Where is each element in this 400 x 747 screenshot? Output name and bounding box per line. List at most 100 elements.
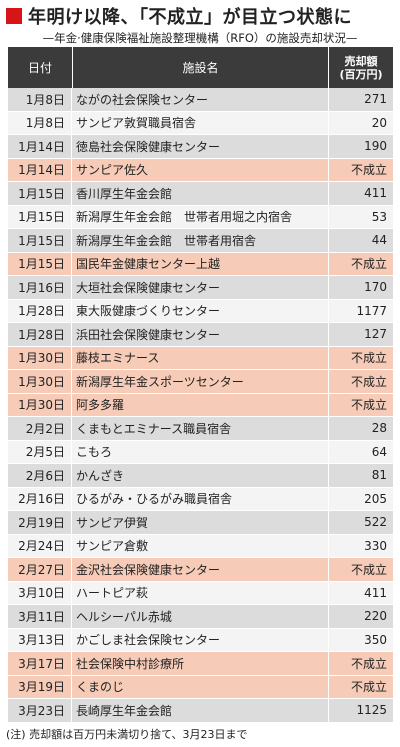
table-cell: 522 xyxy=(364,515,387,530)
table-cell: 2月24日 xyxy=(8,534,72,557)
subtitle: —年金·健康保険福祉施設整理機構（RFO）の施設売却状況— xyxy=(42,31,358,45)
table-cell: 1月8日 xyxy=(8,88,72,111)
table-row: 3月17日 社会保険中村診療所 不成立 xyxy=(8,652,393,676)
table-cell: 1月15日 xyxy=(8,229,72,252)
table-cell: ひるがみ・ひるがみ職員宿舎 xyxy=(72,487,329,510)
table-cell: 国民年金健康センター上越 xyxy=(72,252,329,275)
table-row: 2月27日 金沢社会保険健康センター 不成立 xyxy=(8,558,393,582)
table-cell: 1月15日 xyxy=(8,252,72,275)
table-row: 2月2日 くまもとエミナース職員宿舎 28 xyxy=(8,417,393,441)
table-row: 3月11日 ヘルシーパル赤城 220 xyxy=(8,605,393,629)
table-cell: 新潟厚生年金スポーツセンター xyxy=(72,370,329,393)
table-row: 1月15日 香川厚生年金会館 411 xyxy=(8,182,393,206)
table-cell: 3月13日 xyxy=(8,628,72,651)
table-cell: 2月6日 xyxy=(8,464,72,487)
header-cell: 売却額 (百万円) xyxy=(329,47,393,88)
table-cell: くまのじ xyxy=(72,675,329,698)
table-cell: 1125 xyxy=(356,703,387,718)
table-cell: 長崎厚生年金会館 xyxy=(72,699,329,722)
table-row: 1月28日 東大阪健康づくりセンター 1177 xyxy=(8,299,393,323)
table-cell: ヘルシーパル赤城 xyxy=(72,605,329,628)
table-row: 1月8日 ながの社会保険センター 271 xyxy=(8,88,393,112)
table-cell: 1月28日 xyxy=(8,299,72,322)
table-cell: サンピア佐久 xyxy=(72,158,329,181)
table-cell: 3月23日 xyxy=(8,699,72,722)
table-row: 1月16日 大垣社会保険健康センター 170 xyxy=(8,276,393,300)
table-cell: 1月30日 xyxy=(8,393,72,416)
table-cell: 1月16日 xyxy=(8,276,72,299)
table-cell: 3月11日 xyxy=(8,605,72,628)
table-cell: 205 xyxy=(364,491,387,506)
table-row: 1月8日 サンピア敦賀職員宿舎 20 xyxy=(8,111,393,135)
table-cell: 不成立 xyxy=(350,562,387,577)
table-cell: 2月19日 xyxy=(8,511,72,534)
table-row: 1月15日 国民年金健康センター上越 不成立 xyxy=(8,252,393,276)
table-cell: 社会保険中村診療所 xyxy=(72,652,329,675)
table-row: 2月16日 ひるがみ・ひるがみ職員宿舎 205 xyxy=(8,487,393,511)
table-cell: 2月16日 xyxy=(8,487,72,510)
header-line: (百万円) xyxy=(339,67,383,81)
table-cell: 2月5日 xyxy=(8,440,72,463)
table-header: 日付 施設名 売却額 (百万円) xyxy=(8,47,393,88)
table-cell: 127 xyxy=(364,327,387,342)
table-cell: 271 xyxy=(364,92,387,107)
table-cell: 20 xyxy=(371,115,387,130)
header-cell: 日付 xyxy=(8,47,73,88)
table: 日付 施設名 売却額 (百万円) 1月8日 ながの社会保険センター 271 1月8日サ… xyxy=(8,47,393,723)
table-row: 3月19日 くまのじ 不成立 xyxy=(8,675,393,699)
title-text: 年明け以降、「不成立」が目立つ状態に xyxy=(28,7,352,28)
table-cell: 不成立 xyxy=(350,351,387,366)
table-cell: サンピア敦賀職員宿舎 xyxy=(72,111,329,134)
table-cell: 不成立 xyxy=(350,680,387,695)
table-cell: 64 xyxy=(371,444,387,459)
table-row: 1月14日 徳島社会保険健康センター 190 xyxy=(8,135,393,159)
table-row: 2月5日 こもろ 64 xyxy=(8,440,393,464)
table-cell: 3月10日 xyxy=(8,581,72,604)
header-line: 売却額 xyxy=(344,54,378,68)
header-cell: 施設名 xyxy=(73,47,329,88)
table-cell: 411 xyxy=(364,585,387,600)
table-cell: ハートピア萩 xyxy=(72,581,329,604)
table-cell: かんざき xyxy=(72,464,329,487)
table-row: 1月30日 阿多多羅 不成立 xyxy=(8,393,393,417)
table-row: 3月10日 ハートピア萩 411 xyxy=(8,581,393,605)
table-cell: 東大阪健康づくりセンター xyxy=(72,299,329,322)
table-cell: 44 xyxy=(371,233,387,248)
table-cell: 1月14日 xyxy=(8,158,72,181)
table-cell: 藤枝エミナース xyxy=(72,346,329,369)
table-cell: 330 xyxy=(364,538,387,553)
table-cell: 浜田社会保険健康センター xyxy=(72,323,329,346)
table-cell: かごしま社会保険センター xyxy=(72,628,329,651)
table-row: 1月14日 サンピア佐久 不成立 xyxy=(8,158,393,182)
table-cell: 170 xyxy=(364,280,387,295)
table-cell: ながの社会保険センター xyxy=(72,88,329,111)
table-cell: 81 xyxy=(371,468,387,483)
table-cell: 220 xyxy=(364,609,387,624)
table-cell: 不成立 xyxy=(350,374,387,389)
table-cell: くまもとエミナース職員宿舎 xyxy=(72,417,329,440)
table-cell: 阿多多羅 xyxy=(72,393,329,416)
table-row: 1月30日 藤枝エミナース 不成立 xyxy=(8,346,393,370)
table-cell: 不成立 xyxy=(350,656,387,671)
table-row: 1月28日 浜田社会保険健康センター 127 xyxy=(8,323,393,347)
table-cell: 香川厚生年金会館 xyxy=(72,182,329,205)
table-cell: 大垣社会保険健康センター xyxy=(72,276,329,299)
table-cell: 2月27日 xyxy=(8,558,72,581)
table-cell: 28 xyxy=(371,421,387,436)
table-row: 2月24日 サンピア倉敷 330 xyxy=(8,534,393,558)
table-cell: 1月15日 xyxy=(8,205,72,228)
table-cell: 金沢社会保険健康センター xyxy=(72,558,329,581)
table-cell: 不成立 xyxy=(350,163,387,178)
table-cell: こもろ xyxy=(72,440,329,463)
table-cell: 1月30日 xyxy=(8,346,72,369)
table-cell: サンピア伊賀 xyxy=(72,511,329,534)
table-cell: 350 xyxy=(364,632,387,647)
table-cell: 1月8日 xyxy=(8,111,72,134)
table-cell: 徳島社会保険健康センター xyxy=(72,135,329,158)
table-cell: 1月30日 xyxy=(8,370,72,393)
table-cell: 新潟厚生年金会館 世帯者用堀之内宿舎 xyxy=(72,205,329,228)
table-row: 2月6日 かんざき 81 xyxy=(8,464,393,488)
table-row: 3月23日 長崎厚生年金会館 1125 xyxy=(8,699,393,723)
title: 年明け以降、「不成立」が目立つ状態に xyxy=(6,4,352,28)
